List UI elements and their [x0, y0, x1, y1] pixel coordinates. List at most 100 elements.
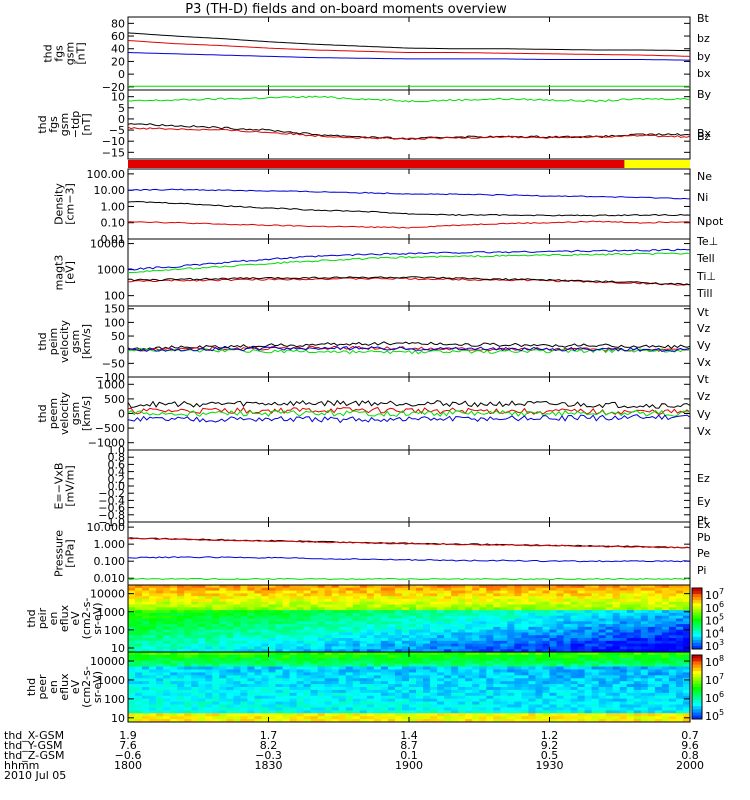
- spectrogram-cell: [289, 669, 298, 673]
- spectrogram-cell: [465, 587, 473, 592]
- spectrogram-cell: [310, 666, 319, 670]
- spectrogram-cell: [233, 638, 241, 642]
- spectrogram-cell: [247, 615, 255, 619]
- spectrogram-cell: [584, 687, 593, 691]
- spectrogram-cell: [289, 618, 298, 622]
- spectrogram-cell: [430, 684, 438, 688]
- spectrogram-cell: [275, 649, 284, 653]
- spectrogram-cell: [373, 649, 382, 653]
- spectrogram-cell: [254, 624, 262, 628]
- spectrogram-cell: [380, 716, 389, 720]
- spectrogram-cell: [205, 689, 213, 694]
- spectrogram-cell: [289, 698, 298, 703]
- spectrogram-cell: [437, 695, 445, 700]
- spectrogram-cell: [605, 621, 614, 625]
- spectrogram-cell: [324, 643, 333, 647]
- spectrogram-cell: [451, 666, 459, 670]
- spectrogram-cell: [612, 710, 621, 714]
- spectrogram-cell: [661, 646, 670, 650]
- spectrogram-cell: [535, 695, 543, 700]
- spectrogram-cell: [647, 669, 656, 673]
- spectrogram-cell: [268, 612, 277, 617]
- spectrogram-cell: [570, 654, 579, 659]
- spectrogram-cell: [191, 590, 199, 594]
- spectrogram-cell: [268, 610, 277, 614]
- spectrogram-cell: [303, 649, 312, 653]
- spectrogram-cell: [682, 615, 691, 619]
- spectrogram-cell: [149, 615, 157, 619]
- spectrogram-cell: [184, 672, 192, 676]
- spectrogram-cell: [142, 649, 150, 653]
- spectrogram-cell: [310, 707, 319, 711]
- spectrogram-cell: [289, 687, 298, 691]
- spectrogram-cell: [612, 601, 621, 606]
- spectrogram-cell: [542, 701, 550, 705]
- spectrogram-cell: [156, 713, 164, 717]
- spectrogram-cell: [135, 632, 143, 636]
- spectrogram-cell: [394, 698, 403, 703]
- spectrogram-cell: [437, 716, 445, 720]
- spectrogram-cell: [282, 593, 291, 597]
- spectrogram-cell: [275, 585, 284, 589]
- spectrogram-cell: [198, 654, 206, 659]
- spectrogram-cell: [626, 621, 635, 625]
- spectrogram-cell: [275, 626, 284, 631]
- y-tick-label: 100: [104, 290, 125, 303]
- spectrogram-cell: [345, 704, 354, 708]
- spectrogram-cell: [437, 607, 445, 611]
- spectrogram-cell: [486, 689, 494, 694]
- spectrogram-cell: [591, 635, 600, 639]
- spectrogram-cell: [394, 716, 403, 720]
- spectrogram-cell: [142, 707, 150, 711]
- spectrogram-cell: [317, 713, 326, 717]
- spectrogram-cell: [135, 618, 143, 622]
- spectrogram-cell: [633, 598, 642, 603]
- spectrogram-cell: [380, 624, 389, 628]
- spectrogram-cell: [338, 675, 347, 679]
- spectrogram-cell: [444, 601, 452, 606]
- spectrogram-cell: [486, 657, 494, 662]
- spectrogram-cell: [373, 695, 382, 700]
- spectrogram-cell: [647, 657, 656, 662]
- spectrogram-cell: [177, 719, 185, 723]
- spectrogram-cell: [268, 646, 277, 650]
- spectrogram-cell: [261, 610, 269, 614]
- spectrogram-cell: [282, 649, 291, 653]
- spectrogram-cell: [191, 624, 199, 628]
- spectrogram-cell: [275, 587, 284, 592]
- spectrogram-cell: [163, 643, 171, 647]
- spectrogram-cell: [451, 618, 459, 622]
- spectrogram-cell: [317, 635, 326, 639]
- spectrogram-cell: [387, 601, 396, 606]
- spectrogram-cell: [233, 601, 241, 606]
- spectrogram-cell: [345, 638, 354, 642]
- spectrogram-cell: [226, 698, 234, 703]
- spectrogram-cell: [352, 646, 361, 650]
- spectrogram-cell: [254, 612, 262, 617]
- spectrogram-cell: [156, 681, 164, 685]
- spectrogram-cell: [198, 635, 206, 639]
- y-axis-label: Density: [53, 183, 66, 225]
- spectrogram-cell: [247, 612, 255, 617]
- spectrogram-cell: [486, 621, 494, 625]
- spectrogram-cell: [128, 698, 136, 703]
- spectrogram-cell: [142, 692, 150, 697]
- spectrogram-cell: [198, 618, 206, 622]
- spectrogram-cell: [324, 590, 333, 594]
- spectrogram-cell: [577, 615, 586, 619]
- spectrogram-cell: [296, 612, 305, 617]
- spectrogram-cell: [394, 660, 403, 665]
- spectrogram-cell: [170, 598, 178, 603]
- spectrogram-cell: [128, 701, 136, 705]
- spectrogram-cell: [352, 593, 361, 597]
- spectrogram-cell: [570, 643, 579, 647]
- spectrogram-cell: [479, 610, 487, 614]
- spectrogram-cell: [458, 675, 466, 679]
- spectrogram-cell: [212, 612, 220, 617]
- spectrogram-cell: [219, 660, 227, 665]
- spectrogram-cell: [359, 719, 368, 723]
- spectrogram-cell: [640, 629, 649, 633]
- spectrogram-cell: [416, 695, 424, 700]
- spectrogram-cell: [198, 707, 206, 711]
- spectrogram-cell: [668, 652, 677, 656]
